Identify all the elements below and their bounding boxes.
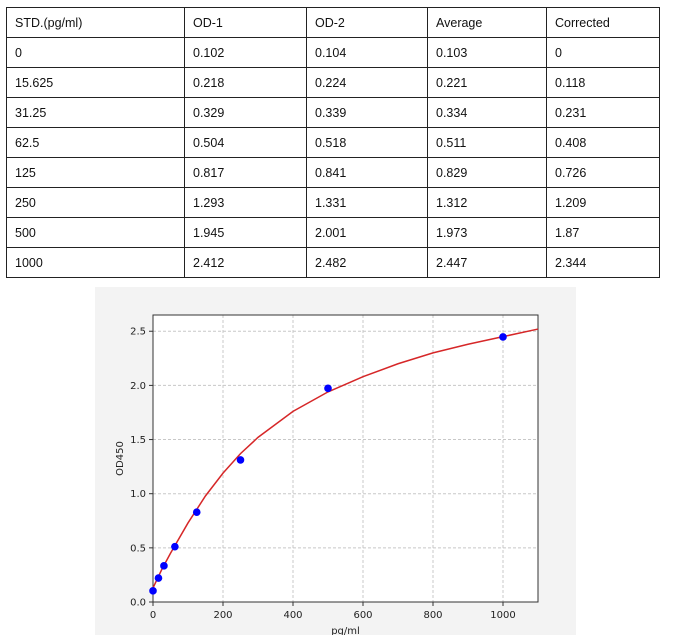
data-point [324,384,332,393]
data-point [192,508,201,517]
table-cell: STD.(pg/ml) [6,7,185,38]
table-cell: 0 [546,37,660,68]
table-cell: OD-1 [184,7,307,38]
table-cell: 0.829 [427,157,547,188]
table-cell: 0.334 [427,97,547,128]
plot-frame [152,314,539,603]
standard-curve-chart: 0 200 400 600 800 1000 0.0 0.5 1.0 1.5 2.0 2.5 pg/ml… [95,287,576,637]
table-cell: 0.224 [306,67,428,98]
x-tick-label: 200 [213,610,232,621]
table-row: 62.5 0.504 0.518 0.511 0.408 [6,127,660,158]
y-axis-label: OD450 [115,441,126,476]
table-cell: 1000 [6,247,185,278]
table-cell: 2.412 [184,247,307,278]
table-cell: 0.218 [184,67,307,98]
table-cell: 0.511 [427,127,547,158]
table-header-row: STD.(pg/ml) OD-1 OD-2 Average Corrected [6,7,660,38]
table-cell: 62.5 [6,127,185,158]
table-cell: 0.408 [546,127,660,158]
table-cell: 2.447 [427,247,547,278]
y-tick-label: 2.5 [130,327,146,338]
table-cell: 0.118 [546,67,660,98]
table-cell: 0.103 [427,37,547,68]
x-tick-label: 1000 [490,610,515,621]
x-tick-label: 800 [423,610,442,621]
table-cell: 0.102 [184,37,307,68]
fit-curve [152,328,539,589]
y-tick-label: 1.0 [130,489,146,500]
table-cell: 2.001 [306,217,428,248]
plot-area [153,315,538,602]
chart-svg: 0 200 400 600 800 1000 0.0 0.5 1.0 1.5 2.0 2.5 pg/ml… [115,314,539,637]
table-cell: 0.817 [184,157,307,188]
table-cell: 500 [6,217,185,248]
table-cell: 0.518 [306,127,428,158]
data-point [236,456,245,464]
table-row: 0 0.102 0.104 0.103 0 [6,37,660,68]
y-tick-label: 0.0 [130,598,146,609]
table-row: 31.25 0.329 0.339 0.334 0.231 [6,97,660,128]
data-point [154,574,163,582]
table-cell: 0.221 [427,67,547,98]
table-cell: 2.344 [546,247,660,278]
table-cell: 0.104 [306,37,428,68]
table-cell: 1.973 [427,217,547,248]
table-cell: 1.945 [184,217,307,248]
table-cell: 0.726 [546,157,660,188]
table-cell: 1.209 [546,187,660,218]
table-row: 1000 2.412 2.482 2.447 2.344 [6,247,660,278]
data-point [171,542,179,551]
table-cell: Average [427,7,547,38]
table-cell: 0.504 [184,127,307,158]
table-cell: 0.841 [306,157,428,188]
table-cell: 0.339 [306,97,428,128]
table-cell: 1.87 [546,217,660,248]
x-axis-label: pg/ml [331,626,360,635]
table-cell: Corrected [546,7,660,38]
data-point [160,562,168,570]
table-cell: 1.293 [184,187,307,218]
table-cell: 1.312 [427,187,547,218]
data-point [149,587,157,595]
table-cell: 250 [6,187,185,218]
table-cell: 31.25 [6,97,185,128]
table-row: 250 1.293 1.331 1.312 1.209 [6,187,660,218]
y-tick-label: 2.0 [130,381,146,392]
y-tick-label: 1.5 [130,435,146,446]
y-tick-label: 0.5 [130,543,146,554]
table-cell: 2.482 [306,247,428,278]
x-tick-label: 400 [283,610,302,621]
table-cell: 1.331 [306,187,428,218]
table-cell: 0.329 [184,97,307,128]
data-point [499,333,507,341]
table-row: 125 0.817 0.841 0.829 0.726 [6,157,660,188]
x-tick-label: 600 [353,610,372,621]
table-cell: 15.625 [6,67,185,98]
x-tick-label: 0 [150,610,156,621]
table-cell: 0.231 [546,97,660,128]
table-row: 500 1.945 2.001 1.973 1.87 [6,217,660,248]
table-cell: 125 [6,157,185,188]
table-cell: 0 [6,37,185,68]
standard-table: STD.(pg/ml) OD-1 OD-2 Average Corrected 0 0.10… [6,7,660,278]
table-cell: OD-2 [306,7,428,38]
table-row: 15.625 0.218 0.224 0.221 0.118 [6,67,660,98]
